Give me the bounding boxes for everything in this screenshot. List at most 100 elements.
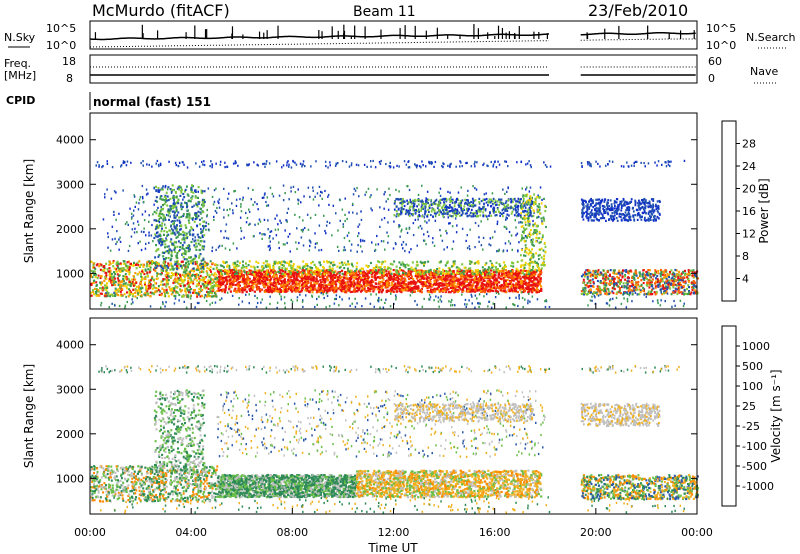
range-cell bbox=[216, 278, 219, 281]
range-cell bbox=[170, 293, 173, 296]
range-cell bbox=[588, 285, 591, 288]
range-cell bbox=[273, 270, 276, 273]
range-cell bbox=[188, 199, 191, 202]
range-cell bbox=[654, 269, 657, 272]
range-cell bbox=[474, 285, 477, 288]
range-cell bbox=[301, 282, 305, 285]
range-cell bbox=[381, 288, 384, 291]
range-cell bbox=[379, 266, 382, 269]
range-cell bbox=[493, 271, 496, 274]
range-cell bbox=[510, 286, 513, 289]
range-cell bbox=[110, 279, 113, 282]
range-cell bbox=[242, 277, 245, 280]
range-cell bbox=[621, 272, 624, 275]
range-cell bbox=[182, 213, 185, 216]
range-cell bbox=[502, 285, 505, 288]
range-cell bbox=[190, 288, 193, 291]
range-cell bbox=[163, 266, 166, 269]
range-cell bbox=[306, 281, 310, 285]
range-cell bbox=[437, 288, 440, 292]
range-cell bbox=[249, 289, 252, 292]
range-cell bbox=[247, 272, 249, 275]
range-cell bbox=[212, 288, 215, 291]
range-cell bbox=[196, 295, 199, 298]
range-cell bbox=[271, 284, 274, 287]
range-cell bbox=[237, 286, 240, 289]
range-cell bbox=[230, 270, 233, 274]
range-cell bbox=[150, 285, 153, 288]
range-cell bbox=[340, 280, 343, 283]
range-cell bbox=[360, 279, 363, 282]
range-cell bbox=[167, 272, 170, 275]
range-cell bbox=[349, 290, 352, 294]
range-cell bbox=[454, 285, 457, 288]
range-cell bbox=[517, 281, 521, 284]
range-cell bbox=[368, 281, 371, 284]
range-cell bbox=[304, 277, 307, 280]
range-cell bbox=[359, 276, 363, 279]
range-cell bbox=[436, 268, 439, 271]
range-cell bbox=[257, 272, 261, 275]
range-cell bbox=[214, 263, 217, 266]
range-cell bbox=[444, 276, 447, 279]
range-cell bbox=[340, 275, 343, 279]
range-cell bbox=[341, 263, 344, 266]
range-cell bbox=[339, 283, 343, 286]
range-cell bbox=[198, 287, 201, 291]
range-cell bbox=[286, 267, 288, 270]
range-cell bbox=[348, 276, 352, 280]
range-cell bbox=[105, 295, 108, 298]
range-cell bbox=[302, 276, 306, 280]
range-cell bbox=[592, 281, 595, 284]
range-cell bbox=[124, 282, 127, 285]
range-cell bbox=[280, 260, 283, 263]
range-cell bbox=[642, 286, 645, 289]
range-cell bbox=[457, 268, 460, 271]
range-cell bbox=[197, 266, 200, 269]
range-cell bbox=[594, 269, 597, 272]
range-cell bbox=[599, 281, 602, 284]
range-cell bbox=[410, 277, 413, 280]
range-cell bbox=[284, 261, 287, 264]
range-cell bbox=[523, 282, 526, 286]
range-cell bbox=[283, 280, 286, 283]
range-cell bbox=[163, 233, 165, 236]
range-cell bbox=[414, 274, 417, 278]
range-cell bbox=[496, 290, 499, 293]
range-cell bbox=[540, 271, 543, 274]
range-cell bbox=[230, 274, 234, 277]
range-cell bbox=[106, 268, 109, 271]
range-cell bbox=[256, 265, 259, 269]
range-cell bbox=[352, 285, 355, 288]
range-cell bbox=[255, 283, 258, 286]
range-cell bbox=[189, 277, 192, 280]
range-cell bbox=[123, 268, 126, 271]
range-cell bbox=[334, 270, 337, 273]
range-cell bbox=[268, 263, 271, 266]
range-cell bbox=[331, 278, 334, 281]
range-cell bbox=[474, 290, 477, 293]
range-cell bbox=[191, 281, 194, 284]
range-cell bbox=[650, 290, 653, 293]
range-cell bbox=[353, 281, 356, 284]
range-cell bbox=[615, 282, 618, 285]
range-cell bbox=[354, 272, 357, 275]
range-cell bbox=[527, 291, 530, 294]
range-cell bbox=[297, 272, 300, 275]
range-cell bbox=[355, 286, 358, 289]
range-cell bbox=[391, 286, 394, 289]
range-cell bbox=[637, 280, 640, 284]
range-cell bbox=[194, 263, 197, 266]
range-cell bbox=[267, 290, 270, 294]
range-cell bbox=[187, 263, 190, 266]
range-cell bbox=[228, 267, 231, 270]
range-cell bbox=[589, 288, 592, 291]
range-cell bbox=[278, 267, 281, 270]
range-cell bbox=[483, 268, 486, 271]
range-cell bbox=[404, 266, 407, 269]
range-cell bbox=[465, 269, 468, 272]
range-cell bbox=[428, 279, 431, 282]
range-cell bbox=[460, 278, 463, 281]
range-cell bbox=[153, 278, 155, 281]
range-cell bbox=[119, 285, 121, 288]
